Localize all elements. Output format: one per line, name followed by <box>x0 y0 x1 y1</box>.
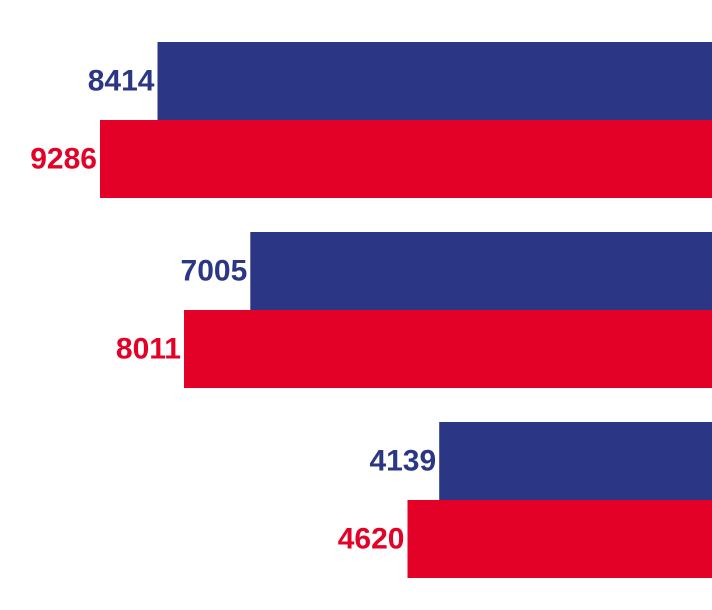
bar-series2-group2 <box>184 310 712 388</box>
bar-series1-group3 <box>439 422 712 500</box>
bar-series1-group1 <box>157 42 712 120</box>
value-label-series1-group3: 4139 <box>369 445 436 478</box>
value-label-series2-group3: 4620 <box>338 523 405 556</box>
bar-series1-group2 <box>250 232 712 310</box>
value-label-series1-group2: 7005 <box>181 255 248 288</box>
bar-series2-group1 <box>100 120 712 198</box>
value-label-series1-group1: 8414 <box>88 65 155 98</box>
value-label-series2-group1: 9286 <box>30 143 97 176</box>
value-label-series2-group2: 8011 <box>116 333 181 366</box>
bar-series2-group3 <box>407 500 712 578</box>
